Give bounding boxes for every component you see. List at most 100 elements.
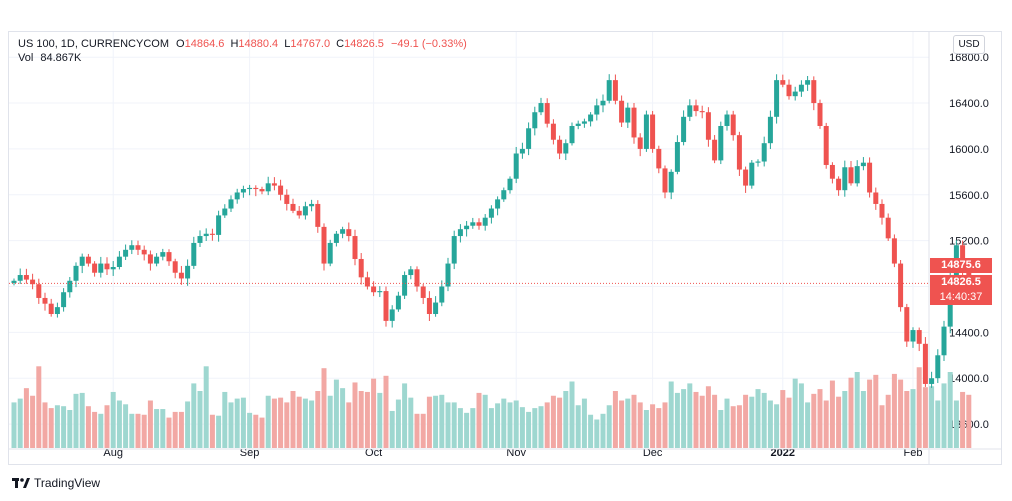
- candle-body: [594, 105, 600, 115]
- volume-bar: [135, 413, 141, 448]
- y-tick-label: 15200.0: [949, 236, 989, 248]
- candle-body: [538, 103, 544, 113]
- volume-bar: [792, 378, 798, 448]
- candle-body: [358, 258, 364, 278]
- candle-body: [854, 166, 860, 184]
- volume-bar: [501, 398, 507, 448]
- candle-body: [240, 189, 246, 193]
- volume-bar: [333, 379, 339, 448]
- volume-bar: [426, 396, 432, 448]
- volume-bar: [185, 401, 191, 448]
- brand-name[interactable]: TradingView: [34, 476, 101, 490]
- candle-body: [674, 142, 680, 172]
- candle-body: [637, 137, 643, 149]
- candle-body: [377, 291, 383, 293]
- volume-bar: [637, 402, 643, 448]
- volume-bar: [321, 368, 327, 448]
- volume-bar: [817, 389, 823, 448]
- volume-bar: [643, 410, 649, 448]
- candle-body: [395, 295, 401, 310]
- candle-body: [253, 187, 259, 190]
- change-value: −49.1 (−0.33%): [390, 38, 467, 50]
- volume-bar: [550, 395, 556, 448]
- candle-body: [848, 167, 854, 184]
- volume-bar: [358, 391, 364, 448]
- price-label-last: 14826.5: [930, 275, 992, 290]
- candle-body: [327, 242, 333, 264]
- volume-bar: [340, 388, 346, 448]
- candle-body: [426, 297, 432, 315]
- volume-bar: [476, 392, 482, 448]
- candle-body: [340, 229, 346, 234]
- y-tick-label: 16000.0: [949, 144, 989, 156]
- volume-bar: [842, 391, 848, 448]
- volume-bar: [718, 410, 724, 448]
- candle-body: [507, 178, 513, 191]
- volume-bar: [805, 402, 811, 448]
- x-tick-label: Dec: [643, 447, 663, 459]
- volume-bar: [290, 391, 296, 448]
- volume-bar: [743, 394, 749, 448]
- candle-body: [718, 125, 724, 161]
- volume-bar: [891, 373, 897, 448]
- candle-body: [191, 242, 197, 266]
- x-tick-label: Aug: [103, 447, 123, 459]
- candle-body: [699, 111, 705, 113]
- candle-body: [92, 263, 98, 273]
- candle-body: [513, 153, 519, 179]
- candle-body: [916, 330, 922, 344]
- volume-bar: [110, 391, 116, 448]
- candle-body: [123, 249, 129, 257]
- volume-bar: [216, 415, 222, 448]
- volume-bar: [668, 381, 674, 448]
- volume-bar: [389, 410, 395, 448]
- volume-bar: [253, 414, 259, 448]
- volume-bar: [904, 391, 910, 448]
- candle-body: [439, 286, 445, 303]
- volume-bar: [402, 383, 408, 448]
- candle-body: [451, 236, 457, 264]
- volume-bar: [383, 375, 389, 448]
- candle-body: [271, 183, 277, 186]
- volume-bar: [879, 405, 885, 448]
- candle-body: [873, 192, 879, 204]
- candle-body: [823, 125, 829, 165]
- candle-body: [166, 252, 172, 262]
- candle-body: [631, 107, 637, 138]
- candle-body: [476, 222, 482, 226]
- volume-bar: [17, 398, 23, 448]
- volume-bar: [315, 391, 321, 448]
- price-chart[interactable]: 13600.014000.014400.014800.015200.015600…: [9, 32, 1001, 464]
- volume-bar: [482, 394, 488, 448]
- volume-bar: [309, 400, 315, 448]
- volume-bar: [92, 411, 98, 448]
- volume-bar: [42, 402, 48, 448]
- candle-body: [668, 171, 674, 193]
- currency-button[interactable]: USD: [953, 35, 985, 54]
- volume-bar: [54, 405, 60, 448]
- y-tick-label: 15600.0: [949, 190, 989, 202]
- volume-bar: [544, 402, 550, 448]
- candle-body: [408, 269, 414, 276]
- volume-bar: [439, 394, 445, 448]
- x-tick-label: Nov: [506, 447, 526, 459]
- volume-bar: [854, 372, 860, 448]
- candle-body: [643, 114, 649, 149]
- high-label: H: [230, 38, 239, 50]
- tradingview-logo-icon: [12, 477, 30, 489]
- volume-bar: [798, 383, 804, 448]
- candle-body: [743, 169, 749, 186]
- candle-body: [526, 128, 532, 149]
- candle-body: [296, 210, 302, 216]
- volume-bar: [414, 413, 420, 448]
- candle-body: [129, 245, 135, 250]
- price-label-upper: 14875.6: [930, 258, 992, 273]
- candle-body: [147, 254, 153, 264]
- volume-bar: [600, 413, 606, 448]
- candle-body: [433, 302, 439, 315]
- volume-bar: [464, 412, 470, 448]
- volume-bar: [79, 392, 85, 448]
- candle-body: [774, 80, 780, 117]
- close-value: 14826.5: [344, 38, 384, 50]
- candle-body: [910, 330, 916, 342]
